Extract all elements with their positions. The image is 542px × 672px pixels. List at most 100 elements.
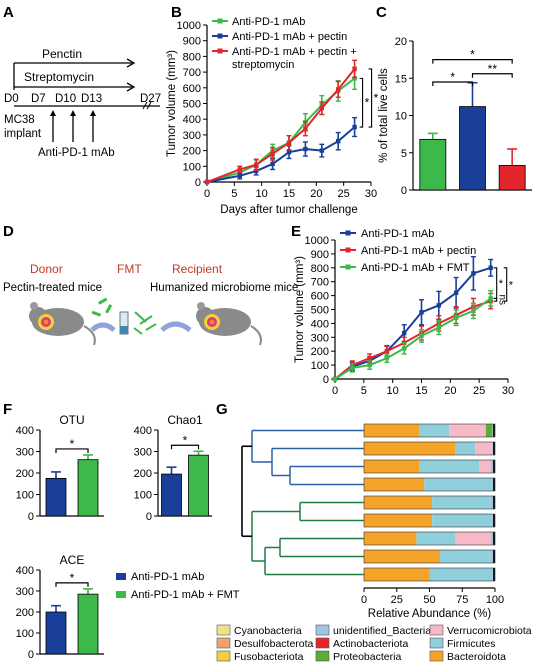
y-tick-label: 100 (311, 360, 329, 372)
stack-segment (493, 496, 495, 509)
chart-b: 0 5 10 15 20 25 300100200300400500600700800900… (166, 16, 379, 216)
tube-icon (119, 311, 129, 335)
recipient-desc: Humanized microbiome mice (150, 282, 298, 294)
legend-label: Anti-PD-1 mAb + pectin (232, 31, 347, 43)
panel-label-a: A (3, 4, 14, 21)
y-tick-label: 500 (311, 305, 329, 317)
x-tick-label: 25 (473, 385, 485, 397)
y-tick-label: 200 (134, 468, 152, 480)
data-point (254, 168, 259, 174)
data-point (352, 124, 357, 130)
legend-swatch (216, 624, 231, 636)
stack-segment (493, 514, 495, 527)
data-point (419, 310, 424, 315)
data-point (471, 308, 476, 314)
recipient-mouse-icon (196, 302, 262, 346)
legend-swatch (315, 650, 330, 662)
y-tick-label: 900 (183, 36, 201, 48)
panel-d-schematic: Donor FMT Recipient Pectin-treated mice … (3, 262, 298, 346)
legend-swatch (429, 637, 444, 649)
day-d13: D13 (81, 93, 102, 105)
stack-segment (493, 442, 495, 455)
data-point (402, 330, 407, 336)
y-tick-label: 20 (395, 36, 407, 48)
y-tick-label: 100 (16, 628, 34, 640)
legend-label: unidentified_Bacteria (333, 625, 431, 637)
stack-segment (493, 532, 495, 545)
x-tick-label: 0 (361, 594, 367, 606)
data-point (319, 106, 324, 111)
data-point (303, 126, 308, 131)
bar-0 (161, 473, 182, 517)
series-line-0 (206, 77, 356, 183)
recipient-label: Recipient (172, 262, 223, 276)
y-tick-label: 0 (401, 185, 407, 197)
stack-segment (364, 460, 420, 473)
stack-segment (479, 460, 492, 473)
x-tick-label: 15 (283, 188, 295, 200)
data-point (270, 151, 275, 156)
y-tick-label: 100 (134, 490, 152, 502)
significance-label: ns (497, 294, 508, 305)
stack-segment (364, 532, 417, 545)
panel-label-b: B (171, 4, 182, 21)
pellets-icon (91, 297, 113, 317)
y-tick-label: 700 (183, 67, 201, 79)
y-tick-label: 600 (311, 291, 329, 303)
significance-label: * (70, 437, 75, 451)
significance-bracket (368, 68, 373, 128)
significance-label: ** (488, 62, 498, 76)
day-d7: D7 (31, 93, 46, 105)
treatment-label: Anti-PD-1 mAb (38, 147, 115, 159)
legend-label: Fusobacteriota (234, 651, 304, 663)
data-point (367, 362, 372, 368)
legend-marker (217, 18, 223, 24)
x-tick-label: 15 (415, 385, 427, 397)
stack-segment (429, 568, 493, 581)
y-axis-label: Tumor volume (mm³) (294, 256, 306, 363)
x-axis-label: Days after tumor challenge (220, 204, 357, 216)
data-point (436, 303, 441, 308)
series-line-2 (334, 297, 492, 380)
x-tick-label: 100 (486, 594, 504, 606)
bar-1 (459, 106, 486, 191)
x-tick-label: 5 (231, 188, 237, 200)
x-tick-label: 20 (444, 385, 456, 397)
y-tick-label: 600 (183, 83, 201, 95)
x-tick-label: 25 (338, 188, 350, 200)
streptomycin-label: Streptomycin (24, 70, 94, 84)
donor-label: Donor (30, 262, 63, 276)
y-tick-label: 500 (183, 99, 201, 111)
subchart-title: ACE (60, 553, 85, 567)
stack-segment (424, 478, 492, 491)
data-point (303, 146, 308, 152)
y-tick-label: 300 (183, 130, 201, 142)
x-tick-label: 5 (361, 385, 367, 397)
day-d27: D27 (140, 93, 161, 105)
data-point (336, 138, 341, 144)
y-tick-label: 700 (311, 277, 329, 289)
legend-swatch (429, 624, 444, 636)
y-tick-label: 900 (311, 249, 329, 261)
data-point (488, 296, 493, 301)
y-tick-label: 10 (395, 111, 407, 123)
x-tick-label: 25 (391, 594, 403, 606)
implant-label-line2: implant (4, 128, 42, 140)
data-point (352, 66, 357, 72)
x-tick-label: 30 (365, 188, 377, 200)
x-tick-label: 10 (387, 385, 399, 397)
scatter-icon (133, 311, 157, 335)
x-tick-label: 50 (423, 594, 435, 606)
y-tick-label: 0 (28, 649, 34, 661)
stack-segment (493, 478, 495, 491)
y-tick-label: 0 (28, 511, 34, 523)
bar-0 (419, 138, 447, 191)
legend-label: Firmicutes (447, 638, 495, 650)
x-tick-label: 20 (310, 188, 322, 200)
x-tick-label: 0 (204, 188, 210, 200)
stack-segment (364, 550, 440, 563)
donor-desc: Pectin-treated mice (3, 282, 102, 294)
x-tick-label: 30 (502, 385, 514, 397)
legend-marker (345, 264, 351, 270)
